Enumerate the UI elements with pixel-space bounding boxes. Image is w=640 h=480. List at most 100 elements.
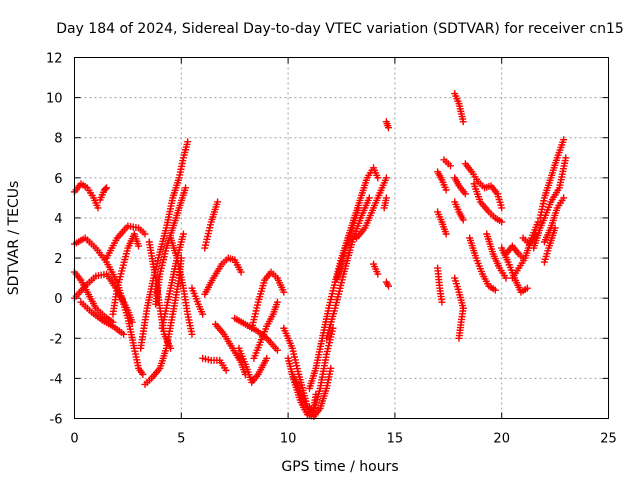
x-tick-label: 5 xyxy=(177,432,185,447)
data-point xyxy=(120,330,128,338)
series-track-44 xyxy=(461,160,506,212)
data-point xyxy=(560,136,568,144)
data-point xyxy=(442,230,450,238)
series-track-37 xyxy=(434,264,446,306)
series-track-30 xyxy=(352,174,390,242)
series-track-36 xyxy=(434,208,450,238)
data-point xyxy=(532,230,540,238)
y-tick-label: 6 xyxy=(54,172,62,187)
series-track-55 xyxy=(540,224,559,266)
y-tick-label: -6 xyxy=(50,413,63,428)
series-track-15 xyxy=(188,284,207,318)
data-point xyxy=(355,204,363,212)
x-tick-label: 15 xyxy=(387,432,404,447)
data-point xyxy=(199,310,207,318)
y-tick-label: 2 xyxy=(54,252,62,267)
series-track-40 xyxy=(451,174,469,198)
data-point xyxy=(101,185,109,193)
data-point xyxy=(222,366,230,374)
y-tick-label: 4 xyxy=(54,212,62,227)
data-point xyxy=(214,198,222,206)
data-point xyxy=(280,288,288,296)
series-track-08 xyxy=(109,230,143,318)
x-tick-label: 25 xyxy=(600,432,617,447)
data-point xyxy=(128,318,136,326)
data-point xyxy=(263,354,271,362)
y-tick-label: -4 xyxy=(50,372,63,387)
series-track-42 xyxy=(451,198,467,224)
y-tick-label: 10 xyxy=(46,92,63,107)
series-track-48 xyxy=(498,244,531,296)
data-point xyxy=(498,218,506,226)
data-point xyxy=(560,194,568,202)
series-track-28 xyxy=(323,194,373,342)
series-track-46 xyxy=(466,234,499,294)
series-track-02 xyxy=(96,184,111,204)
series-track-51 xyxy=(530,154,570,252)
series-track-45 xyxy=(470,180,506,226)
series-track-35 xyxy=(434,168,450,194)
data-point xyxy=(237,268,245,276)
series-track-26 xyxy=(288,324,337,414)
data-point xyxy=(562,154,570,162)
series-track-22 xyxy=(248,268,288,332)
data-point xyxy=(534,218,542,226)
data-point xyxy=(461,190,469,198)
series-track-25 xyxy=(284,354,335,420)
x-tick-label: 0 xyxy=(70,432,78,447)
series-track-31 xyxy=(370,260,382,278)
series-track-53 xyxy=(540,194,568,246)
data-point xyxy=(327,364,335,372)
series-track-43 xyxy=(455,304,467,342)
series-track-16 xyxy=(201,198,222,252)
series-track-33 xyxy=(382,118,392,132)
y-tick-label: -2 xyxy=(50,332,63,347)
y-tick-label: 0 xyxy=(54,292,62,307)
data-point xyxy=(374,174,382,182)
x-tick-label: 20 xyxy=(493,432,510,447)
data-point xyxy=(459,304,467,312)
data-point xyxy=(139,370,147,378)
series-track-47 xyxy=(483,230,510,282)
series-track-01 xyxy=(71,180,102,212)
data-point xyxy=(384,282,392,290)
series-track-38 xyxy=(440,156,454,170)
series-track-34 xyxy=(382,278,392,290)
series-track-41 xyxy=(451,274,467,312)
series-track-18 xyxy=(199,354,230,374)
series-track-23 xyxy=(250,298,281,362)
x-axis-label: GPS time / hours xyxy=(281,459,398,475)
series-track-07 xyxy=(103,222,149,262)
series-track-05 xyxy=(71,270,136,326)
y-tick-label: 12 xyxy=(46,52,63,67)
data-point xyxy=(459,118,467,126)
data-point xyxy=(135,242,143,250)
data-point xyxy=(184,138,192,146)
series-track-52 xyxy=(536,136,568,222)
data-point xyxy=(273,346,281,354)
data-point xyxy=(273,298,281,306)
data-point xyxy=(382,194,390,202)
x-tick-label: 10 xyxy=(280,432,297,447)
series-track-14 xyxy=(167,234,196,338)
data-point xyxy=(502,274,510,282)
data-point xyxy=(382,174,390,182)
data-point xyxy=(459,216,467,224)
chart-title: Day 184 of 2024, Sidereal Day-to-day VTE… xyxy=(56,21,624,37)
data-point xyxy=(167,344,175,352)
series-track-21 xyxy=(235,344,271,386)
series-track-17 xyxy=(201,254,245,298)
data-point xyxy=(182,184,190,192)
data-point xyxy=(141,230,149,238)
data-point xyxy=(179,230,187,238)
data-point xyxy=(374,270,382,278)
data-point xyxy=(498,204,506,212)
series-track-06 xyxy=(77,298,128,338)
data-point xyxy=(523,284,531,292)
data-point xyxy=(551,224,559,232)
data-point xyxy=(384,124,392,132)
series-track-39 xyxy=(451,90,467,126)
y-tick-label: 8 xyxy=(54,132,62,147)
y-axis-ticks: -6 -4 -2 0 2 4 6 8 10 12 xyxy=(46,52,609,428)
